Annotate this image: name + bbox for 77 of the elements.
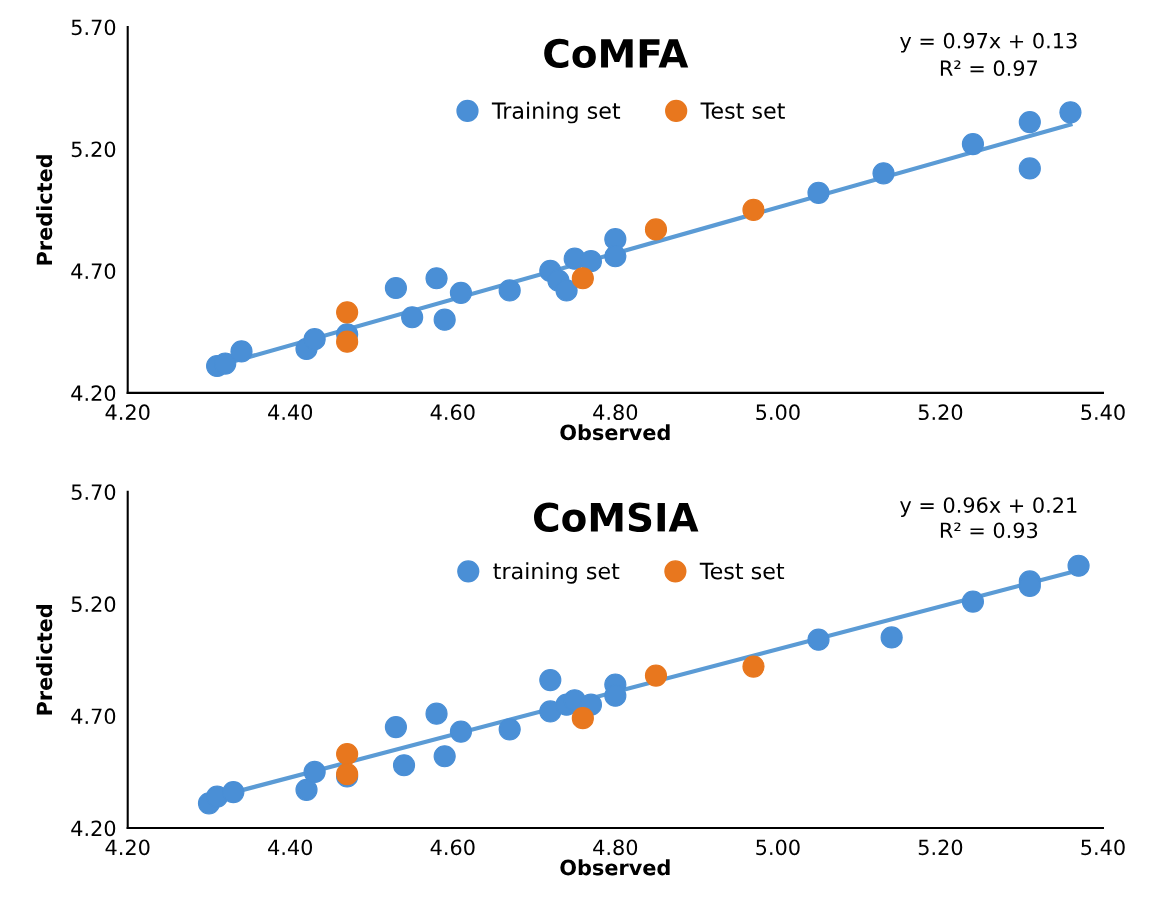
x-tick-label: 4.20 [105, 404, 150, 421]
point [222, 781, 245, 804]
point [425, 702, 448, 725]
x-tick-label: 4.20 [105, 839, 150, 856]
point [433, 308, 456, 331]
point [433, 745, 456, 768]
point [230, 340, 253, 363]
point [571, 267, 594, 290]
x-tick-label: 5.40 [1081, 839, 1125, 856]
point [1067, 554, 1090, 577]
point [401, 306, 424, 329]
point [1018, 111, 1041, 134]
point [644, 664, 668, 687]
legend-label: Test set [699, 562, 785, 580]
point [1018, 157, 1041, 180]
x-tick-label: 4.80 [593, 404, 638, 421]
x-tick-label: 5.40 [1081, 404, 1125, 421]
x-tick-label: 4.60 [430, 839, 475, 856]
point [555, 279, 578, 302]
x-tick-label: 4.40 [268, 839, 313, 856]
point [498, 718, 521, 741]
point [336, 301, 359, 324]
point [872, 162, 895, 185]
point [1059, 101, 1082, 124]
point [961, 590, 985, 613]
y-axis-title: Predicted [36, 155, 53, 265]
y-tick-label: 5.20 [71, 596, 116, 613]
point [303, 328, 326, 351]
point [571, 707, 594, 730]
x-tick-label: 5.20 [918, 839, 963, 856]
y-tick-label: 4.70 [71, 263, 116, 280]
x-axis-title: Observed [560, 859, 670, 876]
point [384, 276, 407, 300]
point [303, 760, 326, 784]
point [807, 181, 830, 204]
point [498, 279, 521, 302]
y-tick-label: 4.20 [71, 820, 116, 837]
annotation: R² = 0.93 [940, 522, 1038, 539]
y-tick-label: 5.70 [71, 484, 116, 500]
point [807, 628, 830, 651]
point [336, 742, 359, 766]
chart-title: CoMFA [544, 38, 689, 69]
point [579, 250, 603, 273]
chart-title: CoMSIA [534, 502, 699, 532]
point [604, 245, 627, 268]
annotation: R² = 0.97 [940, 60, 1038, 77]
x-tick-label: 5.00 [756, 404, 800, 421]
point [742, 655, 765, 678]
point [880, 626, 903, 649]
point [449, 720, 473, 743]
x-tick-label: 5.20 [918, 404, 963, 421]
x-tick-label: 4.80 [593, 839, 638, 856]
annotation: y = 0.97x + 0.13 [900, 32, 1077, 53]
point [644, 218, 668, 241]
point [961, 132, 985, 156]
point [425, 267, 448, 290]
x-tick-label: 5.00 [756, 839, 800, 856]
point [742, 198, 765, 222]
y-tick-label: 4.20 [71, 385, 116, 402]
y-axis-title: Predicted [36, 605, 53, 715]
x-axis-title: Observed [560, 424, 670, 441]
y-tick-label: 5.70 [71, 19, 116, 36]
point [539, 668, 562, 692]
point [295, 778, 318, 801]
x-tick-label: 4.60 [430, 404, 475, 421]
y-tick-label: 4.70 [71, 708, 116, 725]
x-tick-label: 4.40 [268, 404, 313, 421]
point [336, 330, 359, 353]
point [449, 281, 473, 304]
legend-label: Test set [700, 102, 785, 120]
legend-label: Training set [491, 101, 621, 124]
y-tick-label: 5.20 [71, 141, 116, 158]
point [392, 754, 416, 777]
legend-label: training set [493, 562, 620, 584]
annotation: y = 0.96x + 0.21 [900, 497, 1077, 517]
point [384, 716, 407, 739]
point [539, 700, 562, 723]
